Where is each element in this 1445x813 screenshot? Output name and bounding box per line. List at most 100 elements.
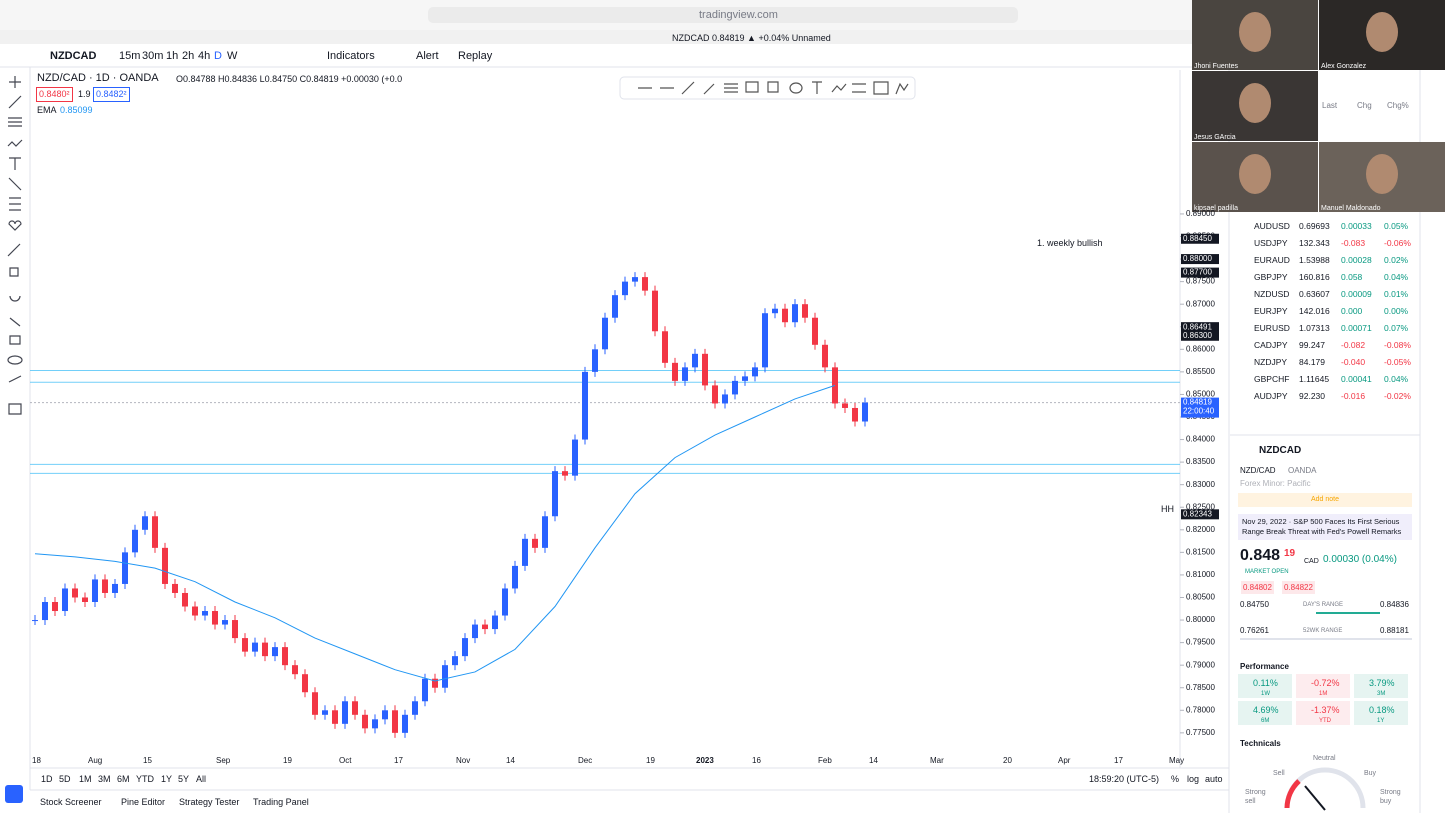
left-toolbar[interactable] — [7, 76, 23, 415]
y-tick-label: 0.79500 — [1186, 638, 1215, 647]
watchlist-change: 0.058 — [1341, 272, 1363, 282]
details-pair: NZD/CAD — [1240, 466, 1276, 475]
interval-button[interactable]: 2h — [182, 50, 195, 62]
log-toggle[interactable]: log — [1187, 774, 1200, 784]
watchlist-symbol[interactable]: EURJPY — [1254, 306, 1288, 316]
y-tick-label: 0.83500 — [1186, 457, 1215, 466]
watchlist-last: 0.69693 — [1299, 221, 1330, 231]
interval-button[interactable]: 1h — [166, 50, 179, 62]
percent-toggle[interactable]: % — [1171, 774, 1180, 784]
candle-body — [632, 277, 638, 282]
participant-name: Alex Gonzalez — [1321, 63, 1367, 70]
auto-toggle[interactable]: auto — [1205, 774, 1223, 784]
alert-button[interactable]: Alert — [416, 50, 439, 62]
candle-body — [732, 380, 738, 395]
details-ask: 0.84822 — [1282, 581, 1315, 594]
range-button[interactable]: 3M — [98, 774, 111, 784]
bottom-tab[interactable]: Trading Panel — [253, 797, 309, 807]
watchlist-last: 132.343 — [1299, 238, 1330, 248]
day-high: 0.84836 — [1380, 600, 1409, 609]
perf-period: 1W — [1261, 691, 1270, 697]
candle-body — [322, 710, 328, 715]
watchlist-symbol[interactable]: NZDJPY — [1254, 357, 1288, 367]
range-button[interactable]: 1Y — [161, 774, 173, 784]
range-button[interactable]: 1M — [79, 774, 92, 784]
watchlist-symbol[interactable]: EURUSD — [1254, 323, 1290, 333]
candle-body — [202, 611, 208, 616]
interval-button[interactable]: W — [227, 50, 238, 62]
bid-button[interactable]: 0.8480² — [36, 87, 73, 102]
y-tick-label: 0.80000 — [1186, 615, 1215, 624]
watchlist-symbol[interactable]: AUDJPY — [1254, 391, 1288, 401]
technicals-heading: Technicals — [1240, 739, 1281, 748]
replay-button[interactable]: Replay — [458, 50, 493, 62]
gauge-strong-buy: Strong buy — [1380, 789, 1401, 805]
indicators-button[interactable]: Indicators — [327, 50, 375, 62]
watchlist-symbol[interactable]: GBPJPY — [1254, 272, 1288, 282]
interval-button[interactable]: 4h — [198, 50, 211, 62]
watchlist-last: 99.247 — [1299, 340, 1325, 350]
range-button[interactable]: 1D — [41, 774, 53, 784]
news-item[interactable]: Nov 29, 2022 · S&P 500 Faces Its First S… — [1238, 514, 1412, 540]
candle-body — [712, 385, 718, 404]
watchlist-symbol[interactable]: EURAUD — [1254, 255, 1290, 265]
range-button[interactable]: 6M — [117, 774, 130, 784]
price-change: 0.00030 (0.04%) — [1323, 554, 1397, 565]
price-tag — [1181, 509, 1219, 520]
participant-face — [1366, 12, 1398, 52]
candle-body — [292, 665, 298, 675]
range-button[interactable]: All — [196, 774, 207, 784]
watchlist-last: 0.63607 — [1299, 289, 1330, 299]
watchlist-change-pct: 0.04% — [1384, 374, 1409, 384]
currency: CAD — [1304, 558, 1319, 565]
bottom-tab[interactable]: Strategy Tester — [179, 797, 240, 807]
watchlist-change-pct: -0.06% — [1384, 238, 1411, 248]
watchlist-symbol[interactable]: GBPCHF — [1254, 374, 1290, 384]
range-button[interactable]: 5Y — [178, 774, 190, 784]
candle-body — [282, 647, 288, 666]
add-note[interactable]: Add note — [1238, 493, 1412, 507]
perf-value: -0.72% — [1311, 678, 1340, 688]
annotation: 1. weekly bullish — [1037, 238, 1103, 248]
wk-range-label: 52WK RANGE — [1303, 628, 1343, 634]
watchlist-symbol[interactable]: NZDUSD — [1254, 289, 1290, 299]
clock: 18:59:20 (UTC-5) — [1089, 774, 1160, 784]
watchlist-symbol[interactable]: USDJPY — [1254, 238, 1288, 248]
x-tick-label: 17 — [394, 756, 403, 765]
perf-tile — [1354, 701, 1408, 725]
watchlist-last: 1.53988 — [1299, 255, 1330, 265]
watchlist-change-pct: 0.05% — [1384, 221, 1409, 231]
legend-ohlc: O0.84788 H0.84836 L0.84750 C0.84819 +0.0… — [176, 74, 403, 84]
candle-body — [402, 714, 408, 733]
candle-body — [222, 620, 228, 625]
candle-body — [622, 281, 628, 296]
interval-button[interactable]: 30m — [142, 50, 164, 62]
candle-body — [172, 583, 178, 593]
candle-body — [242, 638, 248, 652]
watchlist-symbol[interactable]: AUDUSD — [1254, 221, 1290, 231]
range-button[interactable]: 5D — [59, 774, 71, 784]
ema-line — [34, 384, 836, 682]
bottom-tab[interactable]: Pine Editor — [121, 797, 166, 807]
x-tick-label: May — [1169, 756, 1185, 765]
candle-body — [382, 710, 388, 720]
candle-body — [572, 439, 578, 476]
wk-high: 0.88181 — [1380, 626, 1409, 635]
market-status: MARKET OPEN — [1245, 569, 1289, 575]
url[interactable]: tradingview.com — [699, 9, 778, 21]
range-button[interactable]: YTD — [136, 774, 154, 784]
tv-button[interactable] — [5, 785, 23, 803]
watchlist-change: 0.00028 — [1341, 255, 1372, 265]
watchlist-symbol[interactable]: CADJPY — [1254, 340, 1288, 350]
price-tag-label: 0.88000 — [1183, 254, 1212, 263]
address-bar[interactable] — [428, 7, 1018, 23]
interval-button[interactable]: 15m — [119, 50, 141, 62]
symbol-search[interactable]: NZDCAD — [50, 50, 97, 62]
ask-button[interactable]: 0.8482² — [93, 87, 130, 102]
gauge-needle — [1304, 785, 1326, 811]
bottom-tab[interactable]: Stock Screener — [40, 797, 102, 807]
interval-button[interactable]: D — [214, 50, 222, 62]
price-main: 0.848 — [1240, 547, 1281, 564]
tab-title[interactable]: NZDCAD 0.84819 ▲ +0.04% Unnamed — [672, 33, 831, 43]
